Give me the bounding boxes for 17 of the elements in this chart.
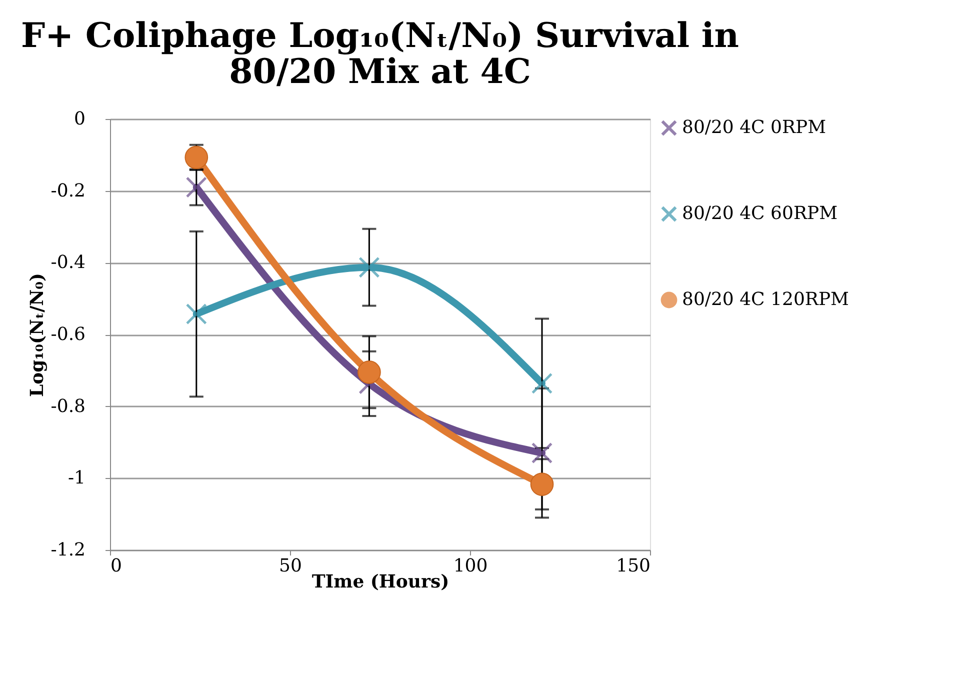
legend-label: 80/20 4C 120RPM <box>682 289 849 310</box>
legend-label: 80/20 4C 60RPM <box>682 203 838 224</box>
x-tick-label: 50 <box>279 556 302 576</box>
y-tick-label: -0.6 <box>50 324 86 345</box>
chart-title: F+ Coliphage Log₁₀(Nₜ/N₀) Survival in 80/20 Mix at 4C <box>20 16 740 92</box>
y-tick-label: 0 <box>74 108 86 130</box>
y-axis-title: Log₁₀(Nₜ/N₀) <box>26 272 48 398</box>
x-tick-label: 100 <box>453 556 488 576</box>
y-tick-label: -0.2 <box>50 180 86 202</box>
y-tick-label: -0.8 <box>50 396 86 417</box>
y-tick-label: -1 <box>68 468 86 489</box>
x-axis-title: TIme (Hours) <box>312 572 450 592</box>
legend-label: 80/20 4C 0RPM <box>682 117 826 138</box>
x-tick-label: 150 <box>616 556 650 576</box>
x-tick-label: 0 <box>110 556 122 576</box>
y-tick-label: -0.4 <box>50 252 86 274</box>
y-tick-label: -1.2 <box>50 540 86 560</box>
